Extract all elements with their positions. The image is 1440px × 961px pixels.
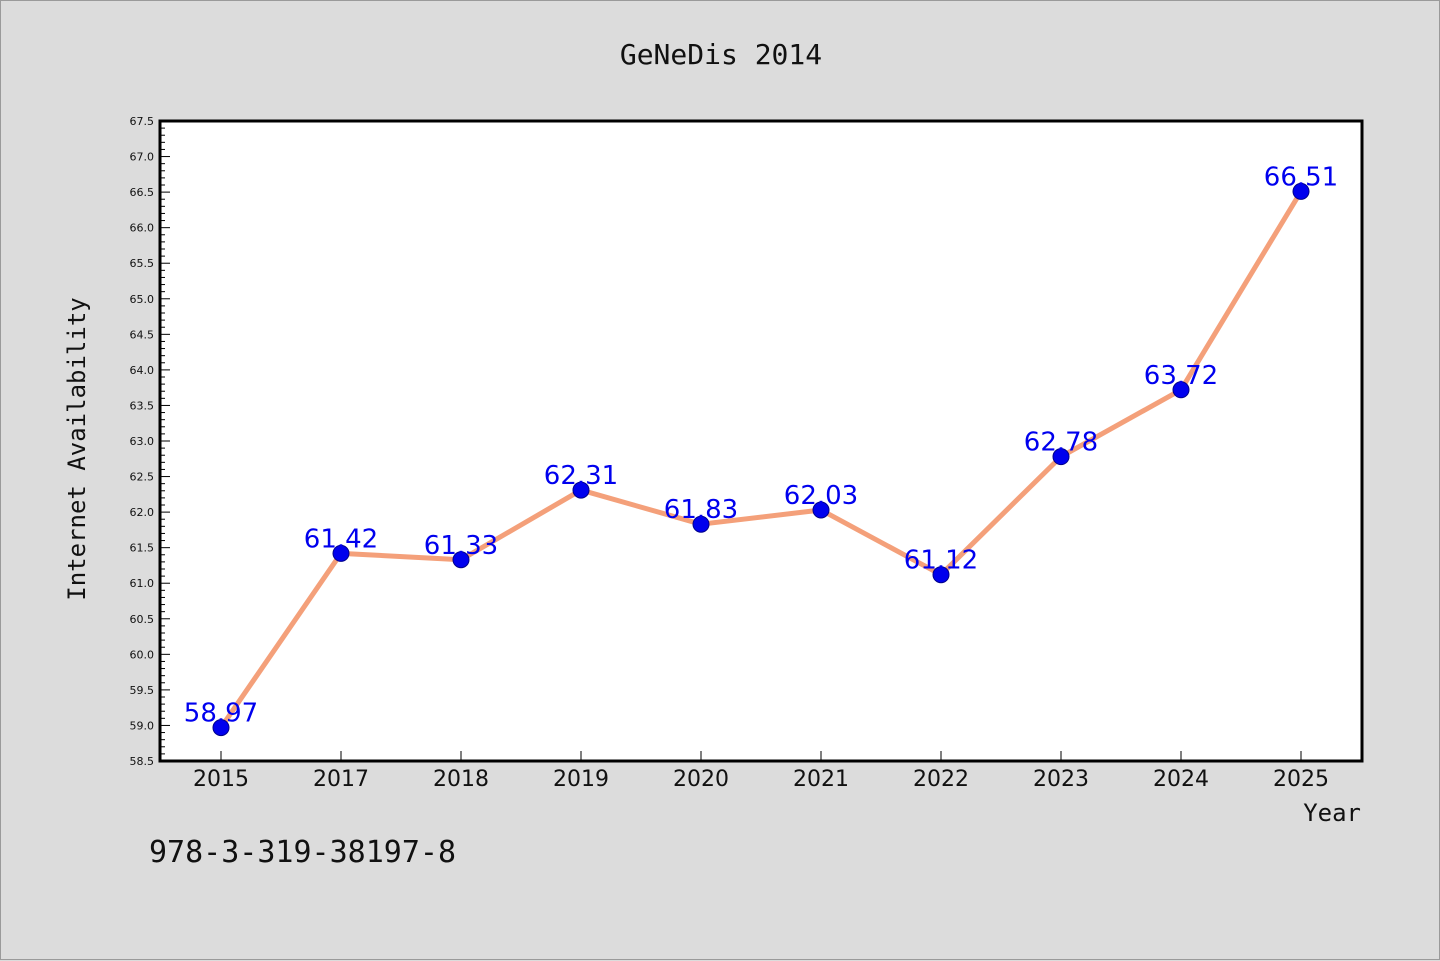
x-tick-label: 2024 [1153, 767, 1209, 792]
y-tick-label: 60.0 [130, 648, 155, 661]
x-tick-label: 2022 [913, 767, 969, 792]
y-tick-label: 61.5 [130, 542, 155, 555]
data-point [692, 515, 710, 533]
data-point [572, 481, 590, 499]
y-tick-label: 65.0 [130, 293, 155, 306]
x-axis: 2015 2017 2018 2019 2020 2021 2022 2023 2024 2025 [193, 751, 1329, 792]
data-label: 61.83 [664, 495, 738, 525]
data-point [212, 719, 230, 737]
x-tick-label: 2019 [553, 767, 609, 792]
y-tick-label: 64.0 [130, 364, 155, 377]
y-tick-label: 65.5 [130, 257, 155, 270]
data-point [1292, 182, 1310, 200]
data-label: 63.72 [1144, 361, 1218, 391]
data-label: 61.12 [904, 546, 978, 576]
y-tick-label: 59.5 [130, 684, 155, 697]
data-point [1052, 448, 1070, 466]
y-tick-label: 62.5 [130, 471, 155, 484]
isbn-footnote: 978-3-319-38197-8 [149, 835, 457, 870]
series-line [218, 190, 1304, 729]
y-tick-label: 66.5 [130, 186, 155, 199]
y-tick-label: 60.5 [130, 613, 155, 626]
data-label: 62.03 [784, 481, 858, 511]
x-tick-label: 2018 [433, 767, 489, 792]
data-point [332, 544, 350, 562]
data-label: 58.97 [184, 699, 258, 729]
data-point [932, 566, 950, 584]
data-label: 62.31 [544, 461, 618, 491]
plot-area [158, 119, 1364, 763]
data-label: 61.42 [304, 524, 378, 554]
y-tick-label: 64.5 [130, 328, 155, 341]
x-tick-label: 2023 [1033, 767, 1089, 792]
y-tick-label: 67.5 [130, 115, 155, 128]
data-label: 61.33 [424, 531, 498, 561]
y-axis: 58.5 59.0 59.5 60.0 60.5 61.0 61.5 62.0 62.5 63.0… [130, 115, 170, 768]
y-tick-label: 66.0 [130, 222, 155, 235]
x-tick-label: 2017 [313, 767, 369, 792]
y-axis-title: Internet Availability [63, 297, 91, 600]
data-markers [212, 182, 1310, 737]
data-point [452, 551, 470, 569]
x-tick-label: 2025 [1273, 767, 1329, 792]
y-tick-label: 63.5 [130, 399, 155, 412]
data-labels: 58.97 61.42 61.33 62.31 61.83 62.03 61.12 62.78… [184, 162, 1338, 728]
y-tick-label: 59.0 [130, 719, 155, 732]
x-tick-label: 2015 [193, 767, 249, 792]
y-tick-label: 62.0 [130, 506, 155, 519]
data-label: 66.51 [1264, 162, 1338, 192]
x-axis-title: Year [1303, 799, 1361, 827]
data-point [812, 501, 830, 519]
y-tick-label: 67.0 [130, 151, 155, 164]
y-tick-label: 63.0 [130, 435, 155, 448]
y-tick-label: 58.5 [130, 755, 155, 768]
y-tick-label: 61.0 [130, 577, 155, 590]
x-tick-label: 2021 [793, 767, 849, 792]
data-point [1172, 381, 1190, 399]
data-label: 62.78 [1024, 428, 1098, 458]
x-tick-label: 2020 [673, 767, 729, 792]
chart-title: GeNeDis 2014 [620, 38, 822, 71]
